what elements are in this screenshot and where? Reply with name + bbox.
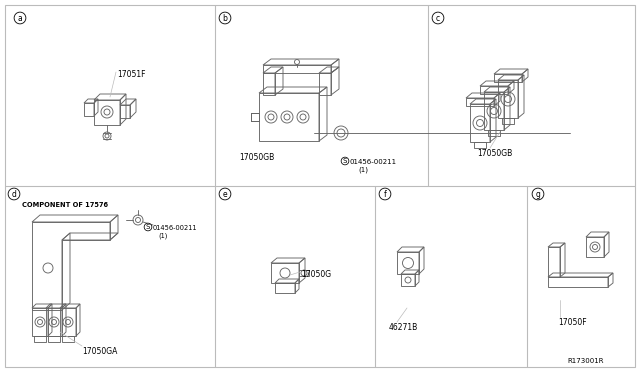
Text: 17051F: 17051F xyxy=(117,70,145,79)
Text: b: b xyxy=(223,13,227,22)
Text: 17050G: 17050G xyxy=(301,270,331,279)
Text: a: a xyxy=(18,13,22,22)
Text: 01456-00211: 01456-00211 xyxy=(153,225,198,231)
Text: 17050GA: 17050GA xyxy=(82,347,117,356)
Text: c: c xyxy=(436,13,440,22)
Text: 01456-00211: 01456-00211 xyxy=(350,159,397,165)
Text: d: d xyxy=(12,189,17,199)
Text: e: e xyxy=(223,189,227,199)
Text: 46271B: 46271B xyxy=(389,323,419,332)
Text: S: S xyxy=(343,158,347,164)
Text: f: f xyxy=(383,189,387,199)
Text: S: S xyxy=(146,224,150,230)
Text: g: g xyxy=(536,189,540,199)
Text: 17050GB: 17050GB xyxy=(477,149,512,158)
Text: (1): (1) xyxy=(158,232,168,238)
Text: 17050F: 17050F xyxy=(558,318,587,327)
Text: COMPONENT OF 17576: COMPONENT OF 17576 xyxy=(22,202,108,208)
Text: 17050GB: 17050GB xyxy=(239,153,275,162)
Text: (1): (1) xyxy=(358,166,368,173)
Text: R173001R: R173001R xyxy=(567,358,604,364)
